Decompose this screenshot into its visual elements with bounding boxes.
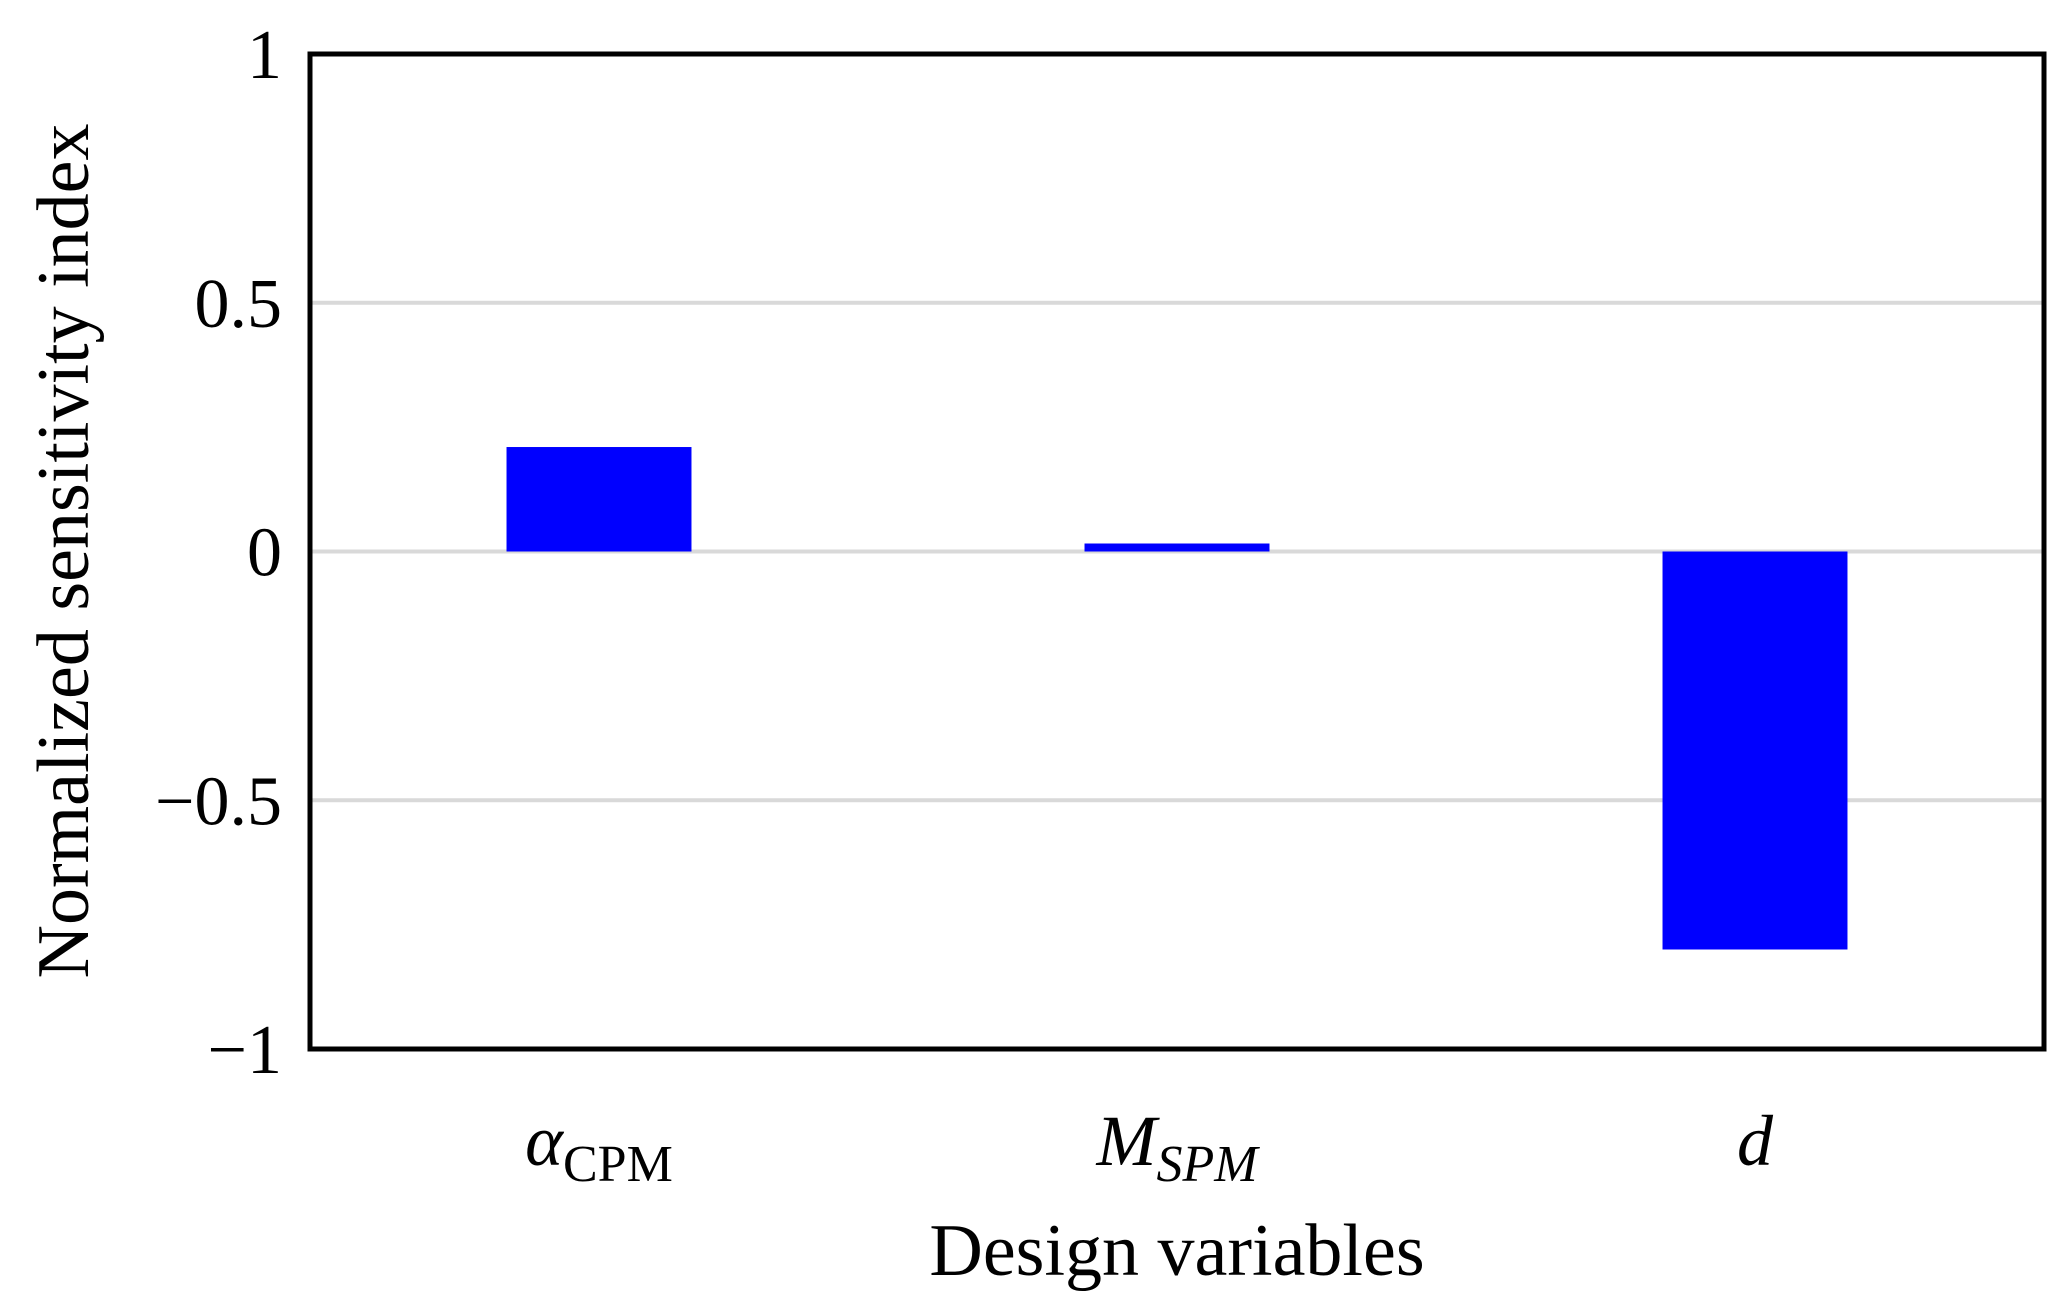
y-tick-label: 0 bbox=[247, 515, 282, 592]
bars bbox=[506, 447, 1848, 950]
y-axis-title: Normalized sensitivity index bbox=[23, 124, 105, 979]
y-tick-labels: 1 0.5 0 −0.5 −1 bbox=[155, 17, 282, 1089]
x-category-label: d bbox=[1737, 1101, 1774, 1181]
x-category-labels: αCPM MSPM d bbox=[525, 1101, 1774, 1193]
y-tick-label: 0.5 bbox=[195, 266, 283, 343]
y-tick-label: −1 bbox=[208, 1012, 282, 1089]
y-tick-label: 1 bbox=[247, 17, 282, 94]
bar bbox=[1084, 543, 1270, 552]
plot-frame bbox=[307, 51, 2047, 1052]
x-category-label: MSPM bbox=[1095, 1101, 1260, 1193]
x-axis-title: Design variables bbox=[929, 1210, 1424, 1292]
y-tick-label: −0.5 bbox=[155, 763, 282, 840]
bar bbox=[506, 447, 692, 552]
bar bbox=[1662, 551, 1848, 950]
x-category-label: αCPM bbox=[525, 1101, 673, 1193]
